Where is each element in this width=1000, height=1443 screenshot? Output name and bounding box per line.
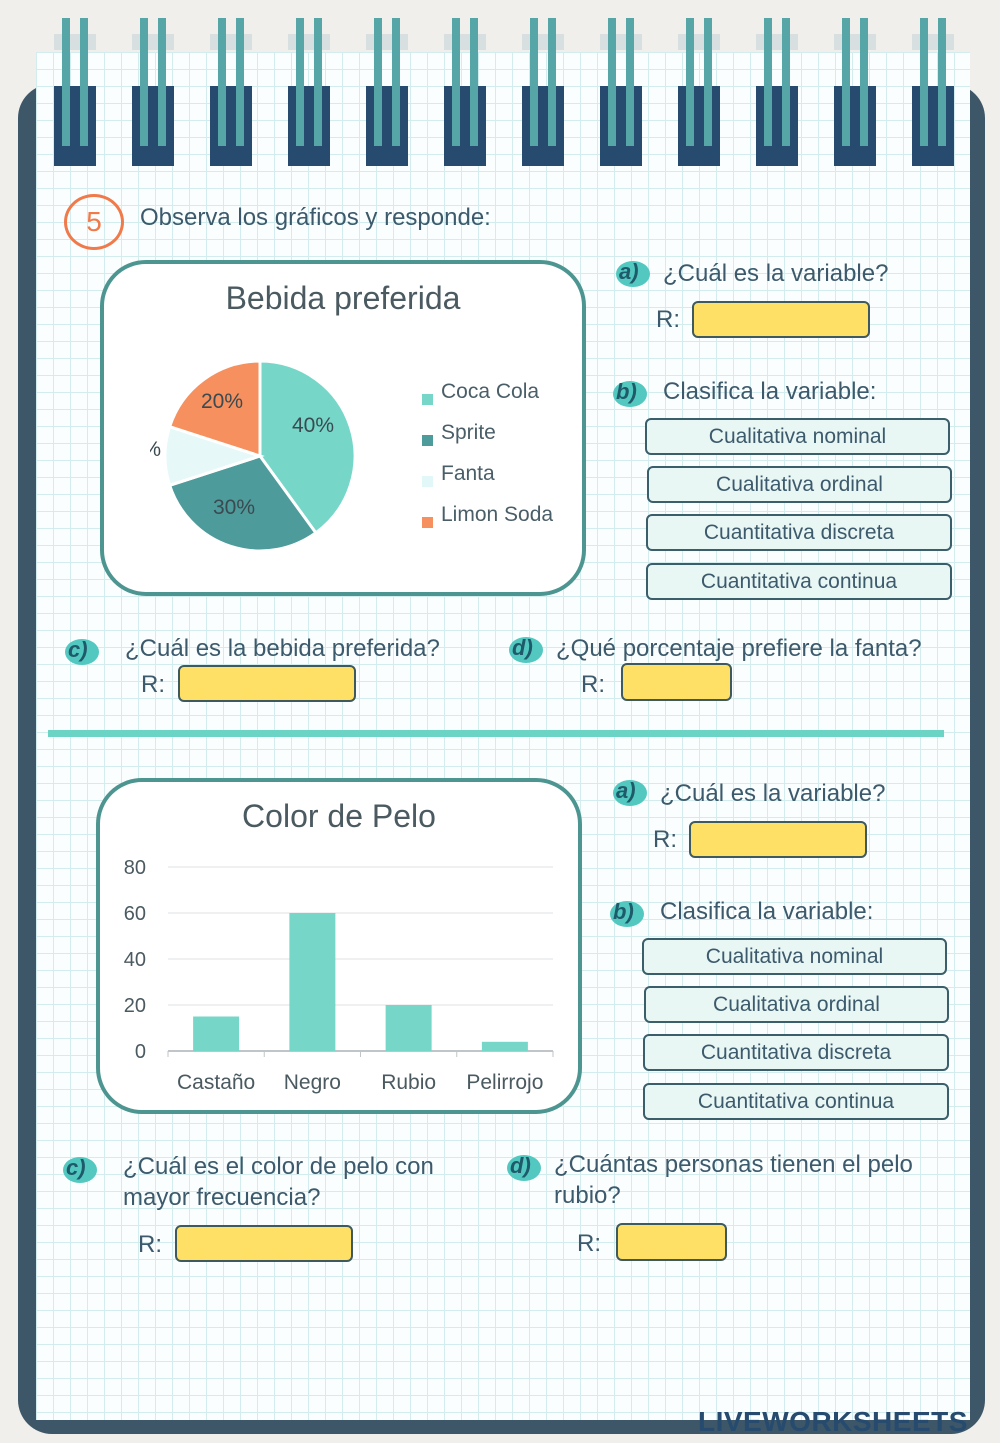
legend-label: Limon Soda [441,503,554,526]
pie-data-label: 30% [213,496,255,519]
spiral-ring [756,18,798,166]
bar-chart: 0 20 40 60 80 Castaño Negro Rubio Pelirrojo [124,857,554,1094]
question-a-text-1: ¿Cuál es la variable? [663,260,889,287]
pie-slice-limon-soda [167,359,262,459]
question-a-text-2: ¿Cuál es la variable? [660,780,886,807]
legend-swatch [422,435,433,446]
x-tick-label: Rubio [381,1071,436,1094]
option-cuantitativa-discreta[interactable]: Cuantitativa discreta [646,514,952,551]
question-b-label-1: b) [612,378,652,410]
legend-swatch [422,517,433,528]
legend-label: Fanta [441,462,495,485]
bar-castaño [193,1016,240,1051]
exercise-number: 5 [64,194,124,250]
option-cualitativa-ordinal[interactable]: Cualitativa ordinal [647,466,952,503]
spiral-ring [54,18,96,166]
question-c-text-1: ¿Cuál es la bebida preferida? [125,635,440,662]
answer-label: R: [138,1231,162,1258]
pie-data-label: 40% [292,414,334,437]
question-c-text-2-line1: ¿Cuál es el color de pelo con [123,1153,434,1180]
legend-swatch [422,476,433,487]
option-cualitativa-nominal[interactable]: Cualitativa nominal [642,938,947,975]
pie-slice-coca-cola [258,359,357,535]
liveworksheets-logo: LIVEWORKSHEETS [698,1406,968,1437]
answer-label: R: [653,826,677,853]
x-tick-label: Negro [284,1071,341,1094]
spiral-ring [912,18,954,166]
pie-data-label: 10% [150,438,161,461]
spiral-ring [600,18,642,166]
spiral-ring [522,18,564,166]
answer-d-input-2[interactable] [616,1223,727,1261]
section-divider [48,730,944,737]
spiral-ring [366,18,408,166]
bar-rubio [385,1005,432,1051]
pie-chart: 40% 30% 10% 20% [150,359,357,553]
answer-label: R: [141,671,165,698]
answer-label: R: [577,1230,601,1257]
y-tick-label: 60 [124,903,146,925]
spiral-ring [210,18,252,166]
answer-label: R: [581,671,605,698]
y-tick-label: 20 [124,995,146,1017]
option-cuantitativa-discreta[interactable]: Cuantitativa discreta [643,1034,949,1071]
spiral-ring [288,18,330,166]
spiral-ring [132,18,174,166]
question-c-label-1: c) [64,636,104,668]
answer-c-input-1[interactable] [178,665,356,702]
question-b-label-2: b) [609,898,649,930]
question-b-text-2: Clasifica la variable: [660,898,874,925]
question-d-label-1: d) [508,634,548,666]
y-tick-label: 40 [124,949,146,971]
question-b-text-1: Clasifica la variable: [663,378,877,405]
bar-pelirrojo [481,1041,528,1051]
option-cuantitativa-continua[interactable]: Cuantitativa continua [643,1083,949,1120]
spiral-ring [834,18,876,166]
answer-d-input-1[interactable] [621,663,732,701]
option-cuantitativa-continua[interactable]: Cuantitativa continua [646,563,952,600]
answer-c-input-2[interactable] [175,1225,353,1262]
question-d-text-1: ¿Qué porcentaje prefiere la fanta? [556,635,922,662]
bar-negro [289,913,336,1051]
bar-chart-card [96,778,582,1114]
question-d-label-2: d) [506,1152,546,1184]
x-tick-label: Castaño [177,1071,255,1094]
spiral-ring [678,18,720,166]
answer-a-input-2[interactable] [689,821,867,858]
y-tick-label: 0 [135,1041,146,1063]
option-cualitativa-ordinal[interactable]: Cualitativa ordinal [644,986,949,1023]
x-tick-label: Pelirrojo [466,1071,543,1094]
option-cualitativa-nominal[interactable]: Cualitativa nominal [645,418,950,455]
question-d-text-2-line2: rubio? [554,1182,621,1209]
question-a-label-2: a) [612,777,652,809]
legend-swatch [422,394,433,405]
instruction-text: Observa los gráficos y responde: [140,204,491,231]
pie-data-label: 20% [201,390,243,413]
answer-label: R: [656,306,680,333]
pie-slice-sprite [167,454,318,553]
answer-a-input-1[interactable] [692,301,870,338]
question-d-text-2-line1: ¿Cuántas personas tienen el pelo [554,1151,913,1178]
question-a-label-1: a) [615,258,655,290]
legend-label: Sprite [441,421,496,444]
y-tick-label: 80 [124,857,146,879]
spiral-ring [444,18,486,166]
question-c-label-2: c) [62,1154,102,1186]
question-c-text-2-line2: mayor frecuencia? [123,1184,321,1211]
bar-chart-title: Color de Pelo [242,798,436,834]
pie-chart-title: Bebida preferida [225,280,461,316]
legend-label: Coca Cola [441,380,540,403]
